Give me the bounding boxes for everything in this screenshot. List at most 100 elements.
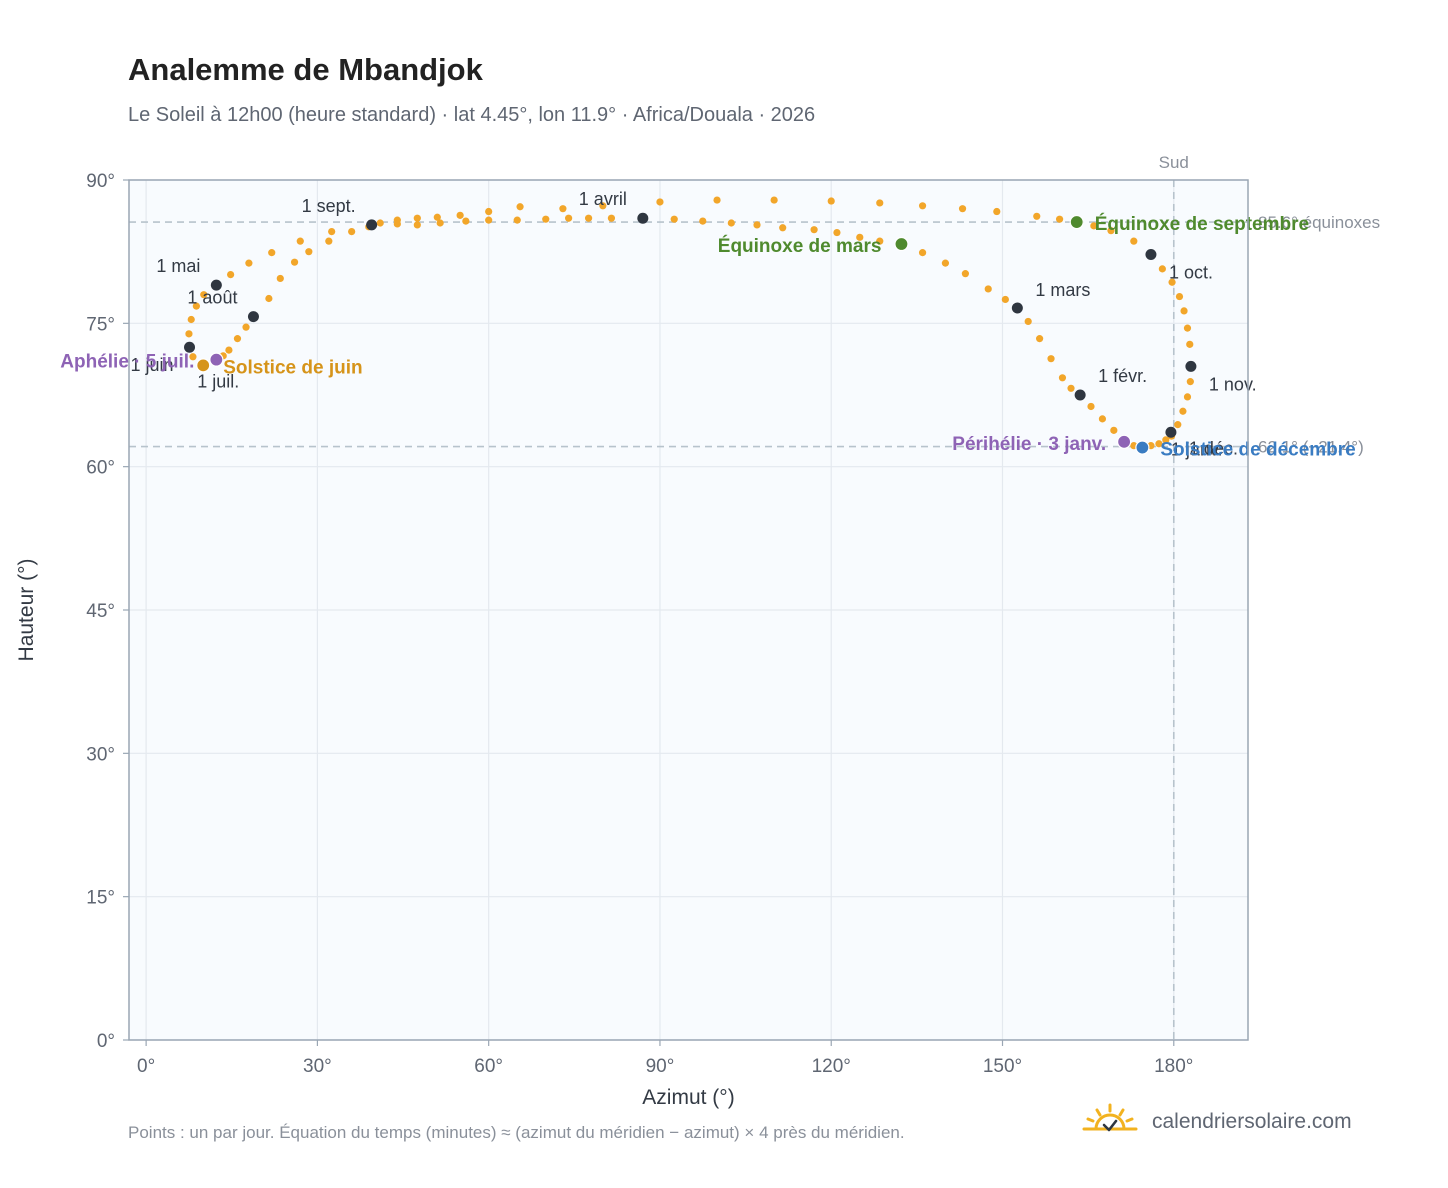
month-marker [366, 219, 378, 231]
event-label: Aphélie · 5 juil. [60, 352, 194, 373]
chart-subtitle: Le Soleil à 12h00 (heure standard) · lat… [128, 104, 816, 126]
day-point [584, 214, 593, 222]
day-point [559, 205, 567, 213]
day-point [200, 291, 208, 299]
month-marker [1145, 249, 1157, 261]
day-point [1183, 324, 1192, 332]
day-point [770, 196, 778, 204]
axes: 0° 30° 60° 90° 120° 150° 180° 0° 15° 30° 45° 60° 75°… [15, 171, 1193, 1109]
day-point [1175, 292, 1184, 301]
day-point [876, 199, 884, 207]
day-point [265, 294, 273, 303]
day-point [833, 228, 841, 237]
brand[interactable]: calendriersolaire.com [1082, 1102, 1352, 1142]
day-point [1162, 436, 1170, 444]
day-point [1183, 393, 1192, 401]
event-label: Solstice de juin [223, 357, 362, 378]
day-point [233, 335, 242, 343]
month-label: 1 mars [1035, 280, 1090, 300]
day-point [1158, 265, 1166, 273]
day-point [876, 237, 884, 245]
day-point [607, 214, 616, 222]
event-marker [1117, 434, 1132, 449]
day-point [485, 216, 493, 224]
day-point [189, 353, 197, 361]
event-label: Solstice de décembre [1160, 440, 1355, 461]
day-point [1180, 307, 1188, 315]
month-marker [247, 311, 259, 323]
day-point [599, 202, 607, 210]
day-point [242, 323, 250, 331]
day-point [516, 203, 524, 211]
footnote: Points : un par jour. Équation du temps … [128, 1123, 905, 1142]
month-label: 1 nov. [1209, 374, 1257, 394]
event-marker [209, 352, 224, 367]
month-marker [1165, 426, 1177, 438]
reference-lines: 85.6° équinoxes 62.1° (−21.4°) Sud [129, 153, 1380, 1040]
day-point [393, 220, 401, 228]
event-marker [1069, 214, 1084, 230]
day-point [984, 285, 992, 293]
x-axis-label: Azimut (°) [642, 1086, 734, 1109]
day-point [1087, 402, 1095, 411]
month-marker [184, 341, 196, 353]
x-tick-label: 120° [812, 1056, 851, 1077]
day-point [485, 207, 493, 216]
day-point [296, 237, 304, 245]
y-tick-label: 45° [86, 601, 115, 622]
y-tick-label: 60° [86, 458, 115, 479]
x-tick-label: 0° [137, 1056, 155, 1077]
day-point [376, 219, 384, 227]
x-tick-label: 180° [1154, 1056, 1193, 1077]
day-point [670, 215, 678, 223]
day-point [185, 330, 193, 338]
month-markers: 1 janv. 1 févr. 1 mars 1 avril 1 mai 1 juin 1 … [130, 189, 1256, 459]
day-point [433, 213, 441, 221]
month-label: 1 janv. [1171, 439, 1223, 459]
day-point [1174, 421, 1182, 429]
day-point [993, 207, 1001, 216]
y-tick-label: 90° [86, 171, 115, 192]
day-point [1058, 374, 1067, 382]
day-point [305, 248, 313, 256]
day-point [1001, 295, 1009, 304]
reference-line-south-label: Sud [1159, 153, 1189, 172]
y-tick-label: 15° [86, 888, 115, 909]
day-point [918, 202, 927, 210]
day-point [1033, 212, 1041, 220]
day-point [827, 197, 835, 205]
day-point [1155, 440, 1163, 448]
day-point [1024, 317, 1032, 326]
month-label: 1 août [187, 288, 237, 308]
day-point [225, 346, 233, 354]
chart-title: Analemme de Mbandjok [128, 52, 483, 87]
day-point [753, 221, 761, 229]
day-point [227, 271, 235, 279]
day-point [462, 217, 470, 225]
day-point [456, 211, 464, 219]
day-point [413, 214, 421, 222]
y-tick-label: 30° [86, 744, 115, 765]
month-marker [1011, 302, 1023, 314]
day-point [276, 274, 284, 283]
month-marker [637, 212, 649, 224]
event-label: Périhélie · 3 janv. [952, 434, 1106, 455]
day-point [713, 196, 721, 204]
brand-name: calendriersolaire.com [1152, 1110, 1352, 1133]
month-marker [1185, 360, 1197, 372]
day-point [328, 228, 336, 236]
day-point [918, 249, 927, 257]
event-marker [894, 236, 909, 252]
day-point [565, 214, 573, 222]
month-label: 1 juin [130, 355, 173, 375]
reference-line-label: 62.1° (−21.4°) [1258, 438, 1364, 457]
day-point [941, 259, 950, 267]
event-marker [1135, 440, 1150, 455]
day-point [810, 226, 818, 234]
event-label: Équinoxe de septembre [1095, 213, 1309, 235]
day-point [1098, 415, 1107, 423]
day-point [656, 198, 664, 206]
day-point [1110, 426, 1118, 434]
month-label: 1 mai [156, 256, 200, 276]
y-tick-label: 75° [86, 314, 115, 335]
